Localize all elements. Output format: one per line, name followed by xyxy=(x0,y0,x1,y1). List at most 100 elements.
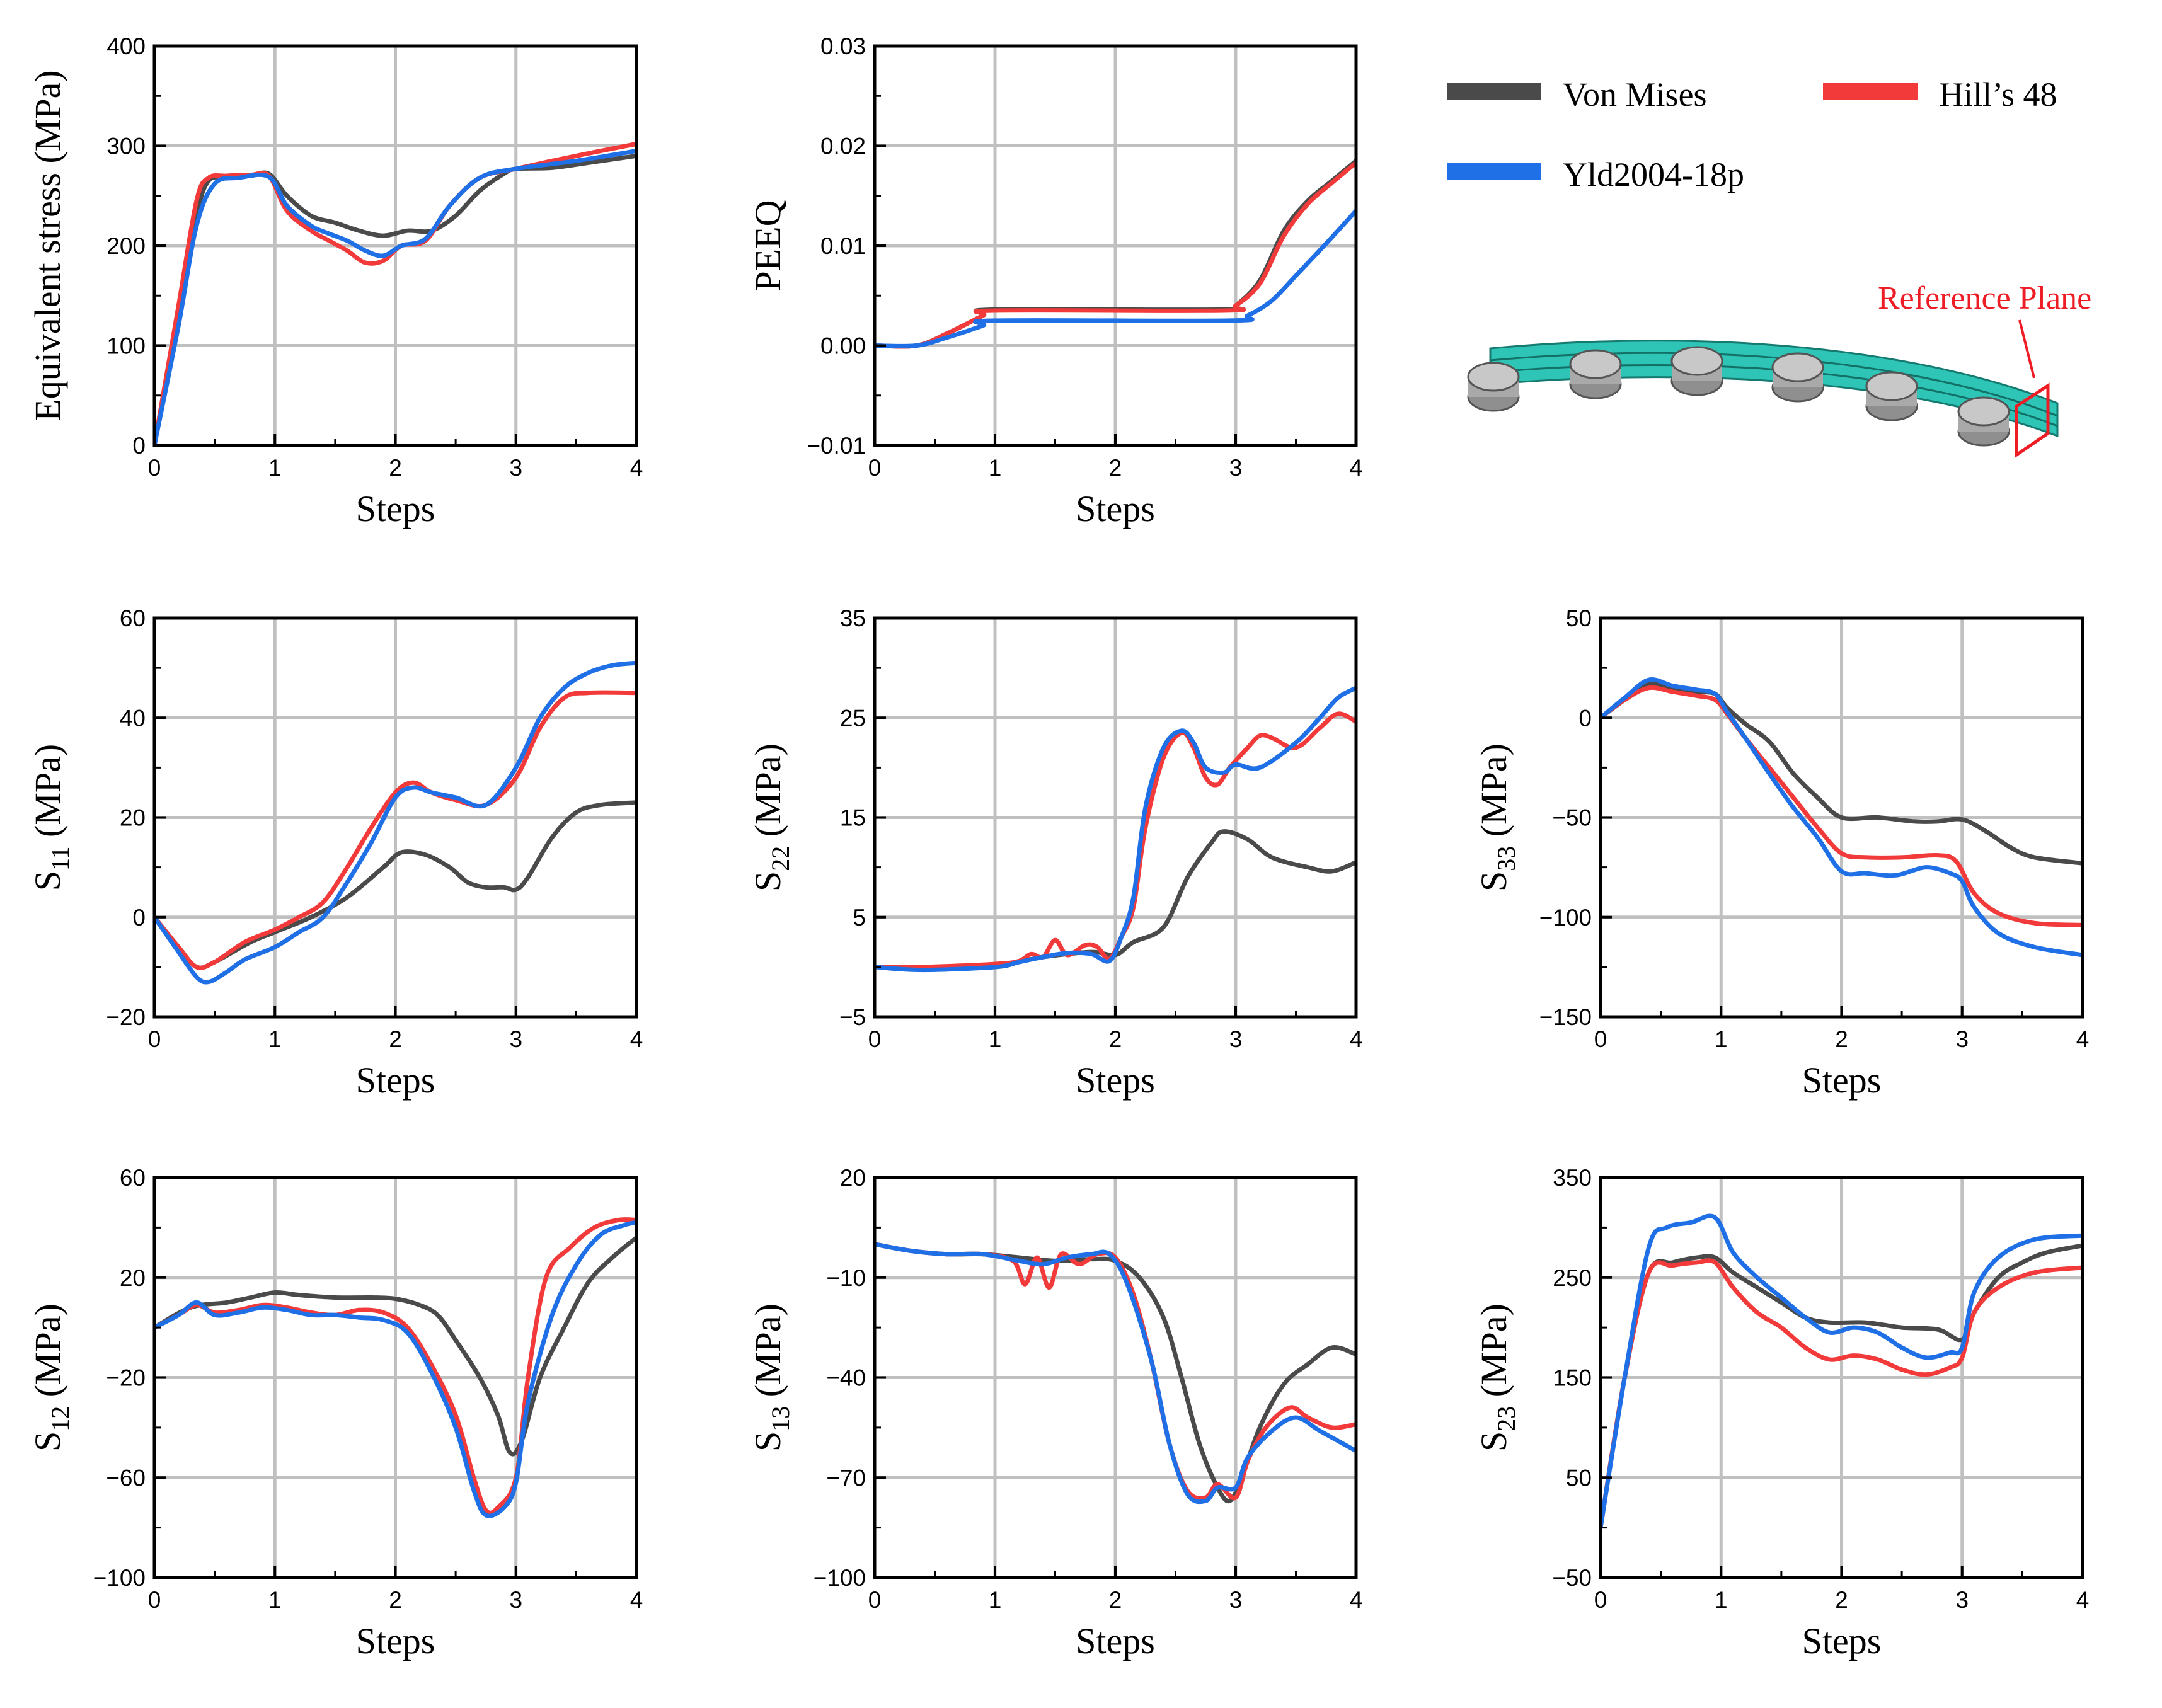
y-axis-title-unit: (MPa) xyxy=(1473,743,1514,846)
grid xyxy=(154,618,636,1017)
series-line-yld2004 xyxy=(875,1242,1356,1505)
y-axis-title: Equivalent stress (MPa) xyxy=(27,70,68,421)
reference-plane-leader xyxy=(2018,319,2035,379)
chart-s13: 0 1 2 3 4 −100 −70 −40 −10 20 Steps S13 (MPa) xyxy=(747,1165,1362,1661)
x-tick-label: 3 xyxy=(1229,1026,1243,1052)
x-tick-label: 1 xyxy=(989,1026,1002,1052)
y-tick-label: −20 xyxy=(106,1004,146,1030)
y-tick-label: 15 xyxy=(840,805,866,831)
legend-item-von-mises[interactable]: Von Mises xyxy=(1447,76,1707,113)
legend-swatch-hills-48 xyxy=(1823,83,1918,100)
x-tick-label: 2 xyxy=(1835,1587,1848,1613)
x-tick-label: 2 xyxy=(1835,1026,1848,1052)
x-tick-label: 1 xyxy=(1715,1026,1728,1052)
reference-plane-label: Reference Plane xyxy=(1878,280,2091,316)
x-tick-label: 3 xyxy=(1229,1587,1243,1613)
x-axis-title: Steps xyxy=(1076,1060,1155,1101)
y-axis-title-subscript: 22 xyxy=(766,846,795,871)
series-group xyxy=(154,141,636,445)
x-tick-label: 3 xyxy=(1229,455,1243,481)
series-line-yld2004 xyxy=(1601,1213,2083,1530)
roller xyxy=(1957,396,2010,447)
x-tick-label: 0 xyxy=(1594,1026,1607,1052)
legend: Von Mises Hill’s 48 Yld2004-18p xyxy=(1447,76,2057,193)
roller xyxy=(1670,346,1723,396)
y-axis-title-subscript: 11 xyxy=(46,846,74,871)
x-tick-label: 4 xyxy=(1350,1026,1363,1052)
series-group xyxy=(875,685,1356,973)
series-line-yld2004 xyxy=(875,209,1356,348)
y-axis-title: S11 (MPa) xyxy=(27,744,74,891)
legend-item-yld2004-18p[interactable]: Yld2004-18p xyxy=(1447,156,1744,193)
model-illustration: Reference Plane xyxy=(1467,280,2091,458)
y-tick-label: −100 xyxy=(93,1565,146,1591)
ticks: 0 1 2 3 4 −100 −70 −40 −10 20 xyxy=(814,1165,1363,1613)
x-tick-label: 4 xyxy=(1350,455,1363,481)
y-tick-label: −20 xyxy=(106,1365,146,1391)
x-tick-label: 3 xyxy=(509,1026,522,1052)
legend-swatch-von-mises xyxy=(1447,83,1541,100)
y-tick-label: −50 xyxy=(1552,1565,1592,1591)
y-tick-label: −5 xyxy=(839,1004,866,1030)
y-tick-label: 50 xyxy=(1566,605,1592,631)
y-axis-title-main: S xyxy=(27,1431,68,1452)
y-tick-label: 250 xyxy=(1553,1265,1592,1291)
y-axis-title-subscript: 12 xyxy=(46,1406,74,1431)
x-tick-label: 2 xyxy=(389,455,402,481)
reference-plane-marker xyxy=(2015,382,2050,458)
y-axis-title: S23 (MPa) xyxy=(1473,1304,1521,1452)
x-tick-label: 3 xyxy=(1955,1026,1969,1052)
y-axis-title-subscript: 23 xyxy=(1492,1406,1521,1431)
ticks: 0 1 2 3 4 −0.01 0.00 0.01 0.02 0.03 xyxy=(807,33,1362,481)
y-tick-label: 350 xyxy=(1553,1165,1592,1191)
grid xyxy=(1601,1178,2083,1578)
y-axis-title: S33 (MPa) xyxy=(1473,743,1521,891)
grid xyxy=(875,46,1356,445)
chart-s33: 0 1 2 3 4 −150 −100 −50 0 50 Steps S33 (MPa) xyxy=(1473,605,2089,1101)
y-axis-title: S13 (MPa) xyxy=(747,1304,795,1452)
x-tick-label: 0 xyxy=(148,1026,161,1052)
y-tick-label: −10 xyxy=(826,1265,866,1291)
x-tick-label: 0 xyxy=(148,1587,161,1613)
x-tick-label: 0 xyxy=(868,455,882,481)
y-tick-label: 40 xyxy=(120,705,146,731)
ticks: 0 1 2 3 4 −50 50 150 250 350 xyxy=(1552,1165,2089,1613)
y-tick-label: 5 xyxy=(853,905,866,931)
y-axis-title-unit: (MPa) xyxy=(747,1304,788,1406)
y-tick-label: 20 xyxy=(120,1265,146,1291)
series-line-yld2004 xyxy=(154,660,636,985)
ticks: 0 1 2 3 4 −100 −60 −20 20 60 xyxy=(93,1165,643,1613)
series-line-hill48 xyxy=(875,711,1356,970)
grid xyxy=(875,1178,1356,1578)
y-tick-label: 20 xyxy=(840,1165,866,1191)
y-tick-label: 50 xyxy=(1566,1465,1592,1491)
y-tick-label: 60 xyxy=(120,1165,146,1191)
chart-s22: 0 1 2 3 4 −5 5 15 25 35 Steps S22 (MPa) xyxy=(747,605,1362,1101)
y-axis-title-subscript: 33 xyxy=(1492,846,1521,871)
x-tick-label: 4 xyxy=(2076,1026,2090,1052)
legend-label-yld2004-18p: Yld2004-18p xyxy=(1563,156,1744,193)
x-axis-title: Steps xyxy=(1802,1620,1882,1661)
series-line-yld2004 xyxy=(154,1220,636,1518)
y-tick-label: 0 xyxy=(1578,705,1592,731)
ticks: 0 1 2 3 4 0 100 200 300 400 xyxy=(106,33,643,481)
y-tick-label: 25 xyxy=(840,705,866,731)
y-tick-label: −0.01 xyxy=(807,433,866,459)
series-line-hill48 xyxy=(154,690,636,970)
roller xyxy=(1771,352,1824,403)
legend-item-hills-48[interactable]: Hill’s 48 xyxy=(1823,76,2057,113)
y-axis-title-main: S xyxy=(747,871,788,891)
x-axis-title: Steps xyxy=(356,1060,435,1101)
x-tick-label: 4 xyxy=(630,455,643,481)
x-tick-label: 2 xyxy=(1109,1026,1122,1052)
x-tick-label: 0 xyxy=(868,1026,882,1052)
y-axis-title-main: S xyxy=(1473,871,1514,891)
y-tick-label: 0.03 xyxy=(820,33,866,59)
x-axis-title: Steps xyxy=(1076,1620,1155,1661)
y-tick-label: 100 xyxy=(106,333,146,359)
y-tick-label: 20 xyxy=(120,805,146,831)
